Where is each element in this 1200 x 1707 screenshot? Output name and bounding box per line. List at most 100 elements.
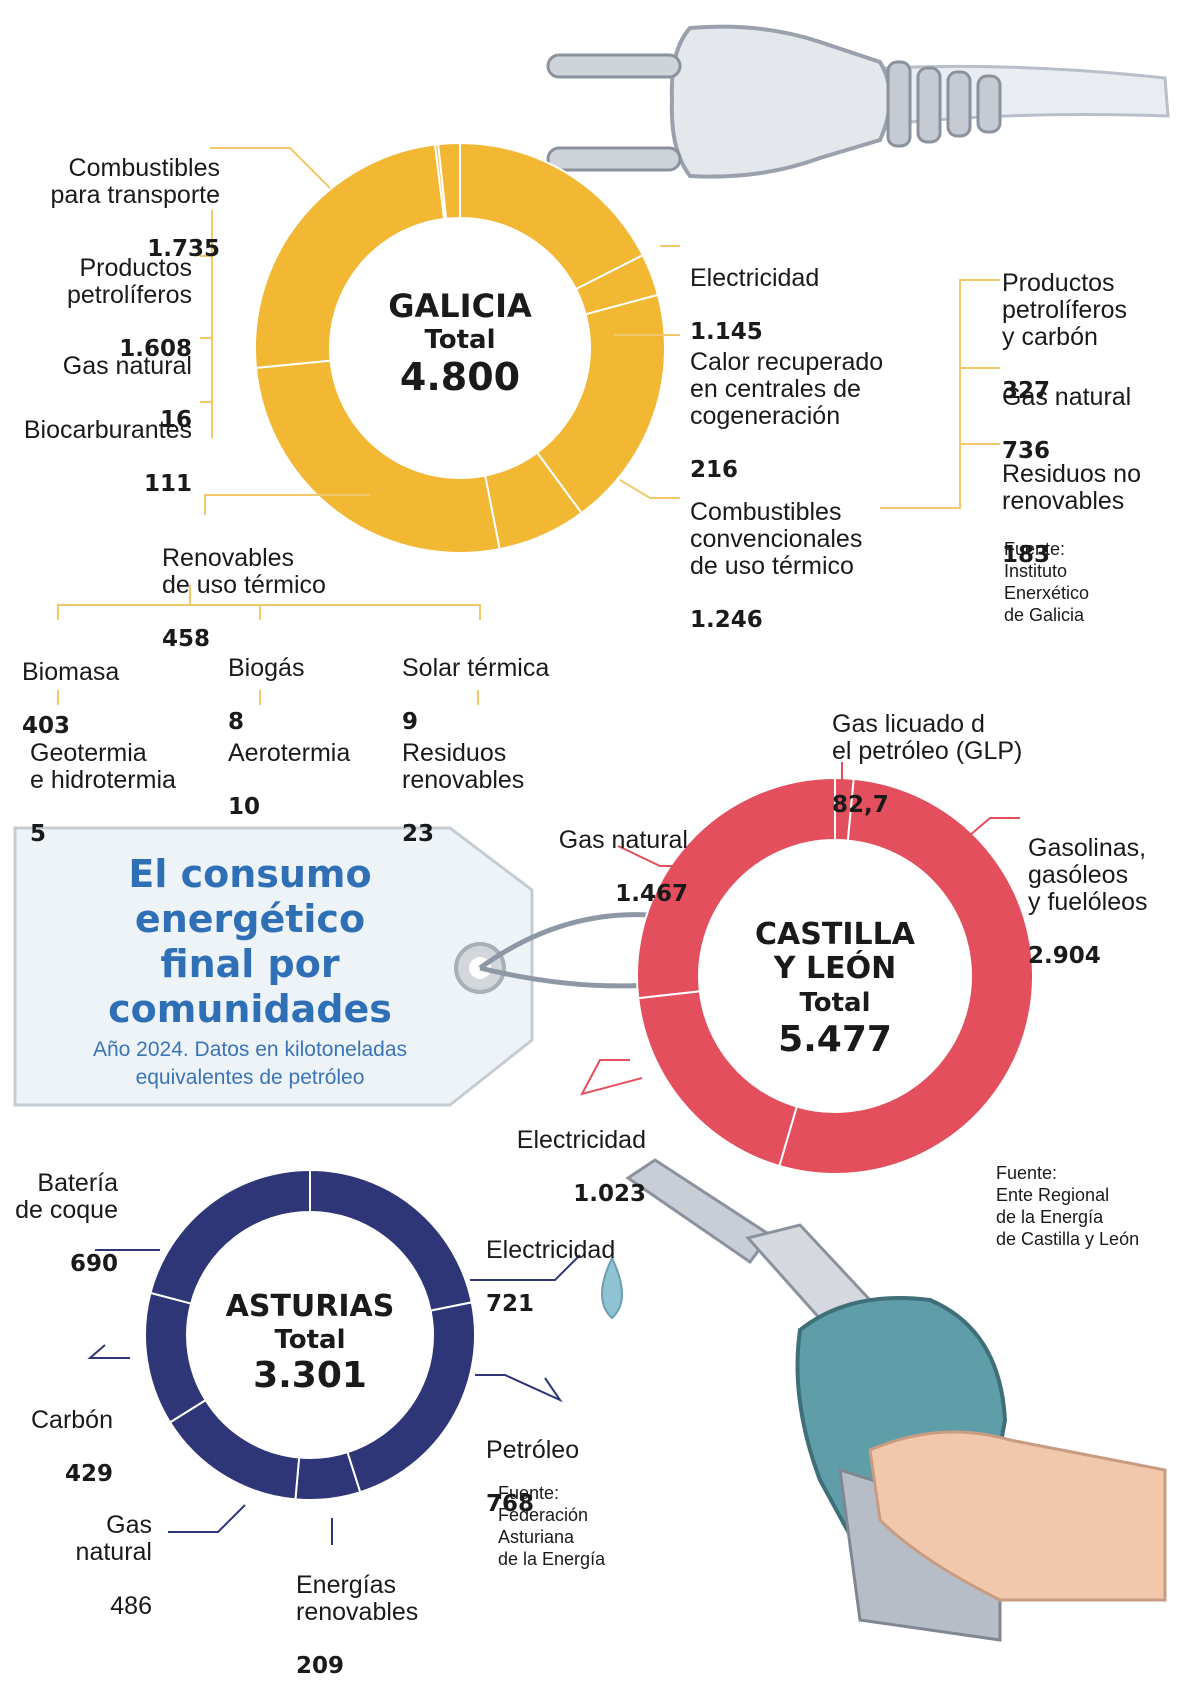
castilla-source: Fuente: Ente Regional de la Energía de C…: [996, 1163, 1140, 1249]
castilla-total-label: Total: [799, 988, 871, 1018]
label-value: 721: [486, 1291, 535, 1317]
price-tag-illustration: [13, 826, 651, 1107]
label-value: 327: [1002, 378, 1051, 404]
label-value: 23: [402, 821, 435, 847]
galicia-total-label: Total: [424, 325, 496, 355]
galicia-label-combustibles-transporte: Combustibles para transporte 1.735: [20, 128, 220, 290]
castilla-label-glp: Gas licuado d el petróleo (GLP) 82,7: [832, 684, 1062, 846]
label-value: 429: [64, 1461, 113, 1487]
label-text: Electricidad: [516, 1126, 646, 1154]
asturias-slice-6: [149, 1168, 311, 1305]
power-plug-illustration: [546, 24, 1170, 179]
galicia-breakdown-residuos-renovables: Residuos renovables 23: [402, 713, 562, 875]
label-value: 1.467: [615, 881, 688, 907]
label-text: Solar térmica: [402, 654, 550, 682]
asturias-total-label: Total: [274, 1325, 346, 1355]
asturias-label-renovables: Energías renovables 209: [296, 1545, 456, 1707]
galicia-label-convencionales: Combustibles convencionales de uso térmi…: [690, 472, 920, 661]
galicia-breakdown-productos-carbon: Productos petrolíferos y carbón 327: [1002, 243, 1182, 432]
galicia-breakdown-solar-termica: Solar térmica 9: [402, 628, 592, 763]
label-text: Residuos no renovables: [1002, 460, 1141, 515]
label-text: Gasolinas, gasóleos y fuelóleos: [1028, 834, 1148, 916]
label-value: 2.904: [1028, 943, 1101, 969]
label-value: 10: [228, 794, 261, 820]
asturias-source: Fuente: Federación Asturiana de la Energ…: [498, 1483, 606, 1569]
asturias-total-value: 3.301: [253, 1355, 367, 1396]
asturias-label-carbon: Carbón 429: [8, 1380, 113, 1515]
label-value: 8: [228, 709, 245, 735]
galicia-slice-6: [254, 143, 446, 370]
galicia-slice-5: [254, 359, 501, 554]
label-value: 82,7: [832, 792, 889, 818]
label-text: Gas natural: [1002, 383, 1132, 411]
label-text: Gas natural: [62, 352, 192, 380]
label-text: Combustibles convencionales de uso térmi…: [690, 498, 863, 580]
galicia-breakdown-biomasa: Biomasa 403: [22, 632, 192, 767]
galicia-slice-8: [437, 141, 461, 220]
asturias-label-petroleo: Petróleo 768: [486, 1410, 626, 1545]
label-text: Electricidad: [486, 1236, 616, 1264]
label-value: 16: [159, 407, 192, 433]
label-text: Geotermia e hidrotermia: [30, 739, 176, 794]
castilla-label-gasolinas: Gasolinas, gasóleos y fuelóleos 2.904: [1028, 808, 1188, 997]
castilla-title: CASTILLA Y LEÓN: [755, 917, 915, 986]
label-text: Energías renovables: [296, 1571, 419, 1626]
label-value: 209: [296, 1653, 345, 1679]
label-text: Productos petrolíferos y carbón: [1002, 269, 1128, 351]
label-text: Carbón: [31, 1406, 113, 1434]
label-value: 1.608: [119, 336, 192, 362]
asturias-title: ASTURIAS: [225, 1289, 395, 1324]
galicia-label-renovables: Renovables de uso térmico 458: [162, 518, 402, 680]
label-text: Productos petrolíferos: [66, 254, 192, 309]
label-value: 690: [69, 1251, 118, 1277]
label-text: Gas natural: [558, 826, 688, 854]
galicia-total-value: 4.800: [399, 355, 521, 399]
label-value: 486: [110, 1592, 152, 1620]
label-text: Biomasa: [22, 658, 120, 686]
label-text: Electricidad: [690, 264, 820, 292]
castilla-center: CASTILLA Y LEÓN Total 5.477: [730, 918, 940, 1060]
galicia-breakdown-aerotermia: Aerotermia 10: [228, 713, 388, 848]
label-text: Combustibles para transporte: [50, 154, 220, 209]
label-value: 111: [143, 471, 192, 497]
infographic-title: El consumo energético final por comunida…: [108, 852, 392, 1031]
asturias-slice-4: [168, 1398, 301, 1501]
label-text: Batería de coque: [15, 1169, 118, 1224]
galicia-title: GALICIA: [388, 287, 532, 325]
asturias-slice-3: [294, 1450, 362, 1501]
castilla-label-electricidad: Electricidad 1.023: [440, 1100, 646, 1235]
fuel-nozzle-illustration: [601, 1158, 1167, 1642]
asturias-label-gas-natural: Gas natural 486: [40, 1485, 152, 1647]
label-value: 1.145: [690, 319, 763, 345]
asturias-donut-chart: [144, 1168, 476, 1501]
galicia-breakdown-geotermia: Geotermia e hidrotermia 5: [30, 713, 220, 875]
galicia-breakdown-biogas: Biogás 8: [228, 628, 378, 763]
galicia-label-biocarburantes: Biocarburantes 111: [10, 390, 192, 525]
castilla-slice-2: [778, 777, 1034, 1175]
castilla-total-value: 5.477: [778, 1019, 892, 1060]
label-text: Biocarburantes: [23, 416, 192, 444]
label-value: 216: [690, 457, 739, 483]
galicia-donut-chart: [254, 141, 666, 554]
asturias-leader-lines: [87, 1249, 581, 1545]
galicia-label-productos-petroliferos: Productos petrolíferos 1.608: [20, 228, 192, 390]
castilla-slice-4: [636, 776, 836, 1000]
label-text: Residuos renovables: [402, 739, 525, 794]
label-value: 183: [1002, 542, 1051, 568]
label-value: 403: [22, 713, 71, 739]
label-value: 1.023: [573, 1181, 646, 1207]
castilla-leader-lines: [580, 762, 1020, 1096]
galicia-breakdown-gas-natural: Gas natural 736: [1002, 357, 1182, 492]
galicia-leader-lines: [57, 147, 1000, 705]
label-text: Calor recuperado en centrales de cogener…: [690, 348, 884, 430]
galicia-label-gas-natural: Gas natural 16: [20, 326, 192, 461]
galicia-breakdown-residuos-no-renovables: Residuos no renovables 183: [1002, 434, 1182, 596]
asturias-label-electricidad: Electricidad 721: [486, 1210, 646, 1345]
galicia-center: GALICIA Total 4.800: [360, 288, 560, 398]
label-value: 1.735: [147, 236, 220, 262]
galicia-label-calor: Calor recuperado en centrales de cogener…: [690, 322, 920, 511]
label-value: 736: [1002, 438, 1051, 464]
castilla-label-gas-natural: Gas natural 1.467: [500, 800, 688, 935]
label-text: Renovables de uso térmico: [162, 544, 326, 599]
label-text: Aerotermia: [228, 739, 351, 767]
